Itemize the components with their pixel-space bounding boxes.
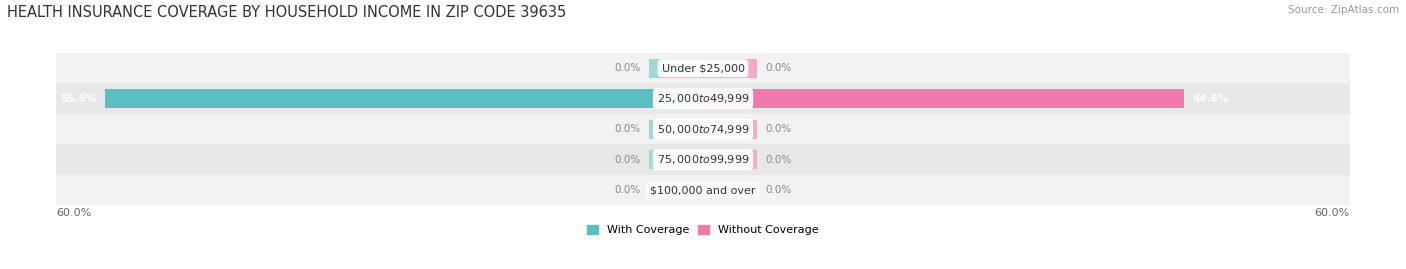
Text: 55.5%: 55.5% [60, 94, 96, 104]
Bar [56, 83, 1350, 114]
Text: 0.0%: 0.0% [765, 185, 792, 195]
Bar [650, 59, 703, 78]
Bar [703, 150, 756, 169]
Text: 0.0%: 0.0% [614, 63, 641, 73]
Text: 0.0%: 0.0% [614, 124, 641, 134]
Bar [650, 120, 703, 139]
Bar [703, 89, 1184, 108]
Text: 44.6%: 44.6% [1192, 94, 1229, 104]
Bar [56, 114, 1350, 144]
Bar [650, 180, 703, 200]
Text: Under $25,000: Under $25,000 [661, 63, 745, 73]
Text: $25,000 to $49,999: $25,000 to $49,999 [657, 92, 749, 105]
Bar [56, 144, 1350, 175]
Bar [104, 89, 703, 108]
Text: 0.0%: 0.0% [614, 155, 641, 165]
Text: 60.0%: 60.0% [56, 208, 91, 218]
Text: 60.0%: 60.0% [1315, 208, 1350, 218]
Legend: With Coverage, Without Coverage: With Coverage, Without Coverage [582, 221, 824, 240]
Text: $100,000 and over: $100,000 and over [650, 185, 756, 195]
Bar [703, 120, 756, 139]
Bar [703, 59, 756, 78]
Text: 0.0%: 0.0% [765, 63, 792, 73]
Text: $75,000 to $99,999: $75,000 to $99,999 [657, 153, 749, 166]
Bar [650, 150, 703, 169]
Bar [56, 53, 1350, 83]
Text: HEALTH INSURANCE COVERAGE BY HOUSEHOLD INCOME IN ZIP CODE 39635: HEALTH INSURANCE COVERAGE BY HOUSEHOLD I… [7, 5, 567, 20]
Text: 0.0%: 0.0% [765, 124, 792, 134]
Bar [56, 175, 1350, 205]
Text: Source: ZipAtlas.com: Source: ZipAtlas.com [1288, 5, 1399, 15]
Text: 0.0%: 0.0% [614, 185, 641, 195]
Text: $50,000 to $74,999: $50,000 to $74,999 [657, 123, 749, 136]
Text: 0.0%: 0.0% [765, 155, 792, 165]
Bar [703, 180, 756, 200]
